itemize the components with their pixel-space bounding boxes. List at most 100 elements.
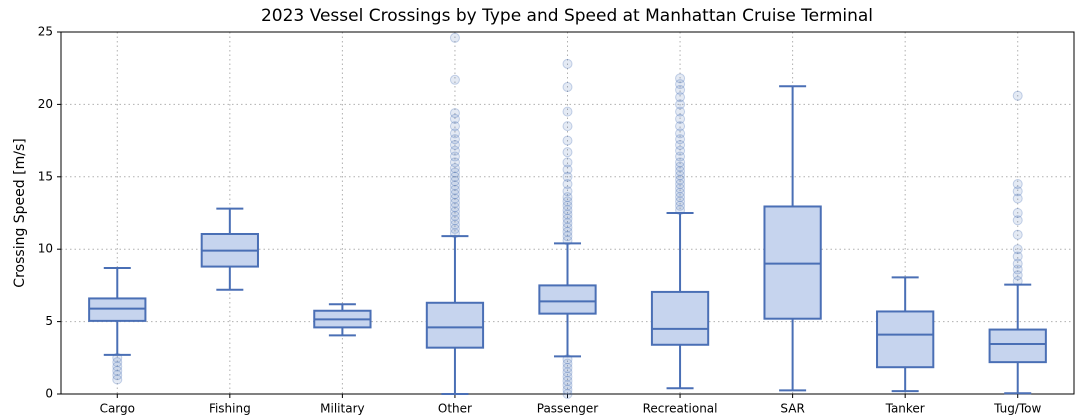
flier [1012, 208, 1023, 218]
box [988, 328, 1047, 364]
flier [449, 145, 460, 156]
flier [112, 365, 123, 376]
flier [1012, 229, 1023, 240]
flier [449, 184, 460, 195]
flier [1012, 193, 1023, 204]
flier [675, 174, 686, 185]
flier [562, 380, 573, 391]
flier [112, 374, 123, 385]
x-tick-label: Cargo [100, 402, 135, 416]
flier [562, 235, 573, 246]
flier [449, 189, 460, 200]
box [650, 290, 710, 346]
flier [449, 151, 460, 162]
flier [1012, 270, 1023, 281]
flier [675, 187, 686, 198]
flier [562, 213, 573, 224]
flier [675, 157, 686, 168]
flier [562, 164, 573, 175]
flier [562, 192, 573, 203]
flier [449, 113, 460, 124]
flier [562, 384, 573, 395]
flier [675, 92, 686, 103]
flier [449, 108, 460, 119]
flier [449, 202, 460, 213]
x-tick-label: Other [438, 402, 472, 416]
flier [562, 231, 573, 242]
flier [562, 205, 573, 216]
flier [562, 121, 573, 132]
flier [562, 196, 573, 207]
flier [675, 200, 686, 211]
chart-title: 2023 Vessel Crossings by Type and Speed … [261, 6, 873, 26]
flier [562, 222, 573, 233]
box [425, 301, 485, 349]
flier [449, 180, 460, 191]
flier [562, 367, 573, 378]
flier [449, 219, 460, 230]
flier [675, 134, 686, 145]
flier [449, 206, 460, 217]
flier [562, 354, 573, 365]
flier [562, 58, 573, 69]
flier [1012, 276, 1023, 287]
flier [562, 200, 573, 211]
flier [1012, 186, 1023, 197]
flier [449, 210, 460, 221]
x-tick-label: SAR [780, 402, 804, 416]
x-tick-label: Recreational [643, 402, 718, 416]
y-tick-label: 10 [38, 242, 53, 256]
x-tick-label: Tanker [885, 402, 925, 416]
flier [449, 74, 460, 85]
flier [675, 151, 686, 162]
flier [1012, 244, 1023, 255]
flier [112, 352, 123, 363]
y-tick-label: 25 [38, 25, 53, 39]
box [763, 205, 822, 320]
box [88, 297, 147, 322]
y-tick-label: 5 [45, 314, 53, 328]
flier [1012, 251, 1023, 262]
x-tick-label: Tug/Tow [993, 402, 1041, 416]
flier [675, 79, 686, 90]
flier [562, 171, 573, 182]
flier [562, 371, 573, 382]
flier [562, 226, 573, 237]
flier [675, 106, 686, 117]
flier [675, 73, 686, 84]
flier [675, 113, 686, 124]
flier [112, 370, 123, 381]
flier [562, 147, 573, 158]
flier [449, 32, 460, 43]
flier [1012, 90, 1023, 101]
flier [449, 128, 460, 139]
flier [675, 179, 686, 190]
x-tick-label: Fishing [209, 402, 251, 416]
flier [675, 192, 686, 203]
box [538, 284, 597, 315]
flier [562, 375, 573, 386]
flier [675, 205, 686, 216]
y-tick-label: 20 [38, 97, 53, 111]
flier [562, 209, 573, 220]
flier [562, 358, 573, 369]
box [876, 310, 935, 369]
x-tick-label: Military [320, 402, 364, 416]
flier [675, 145, 686, 156]
flier [449, 139, 460, 150]
flier [449, 228, 460, 239]
x-tick-label: Passenger [537, 402, 599, 416]
flier [449, 193, 460, 204]
flier [1012, 258, 1023, 269]
flier [449, 197, 460, 208]
flier [675, 161, 686, 172]
flier [675, 196, 686, 207]
y-tick-label: 0 [45, 387, 53, 401]
flier [562, 82, 573, 93]
flier [675, 128, 686, 139]
flier [562, 179, 573, 190]
flier [449, 171, 460, 182]
flier [675, 121, 686, 132]
flier [112, 357, 123, 368]
flier [449, 215, 460, 226]
